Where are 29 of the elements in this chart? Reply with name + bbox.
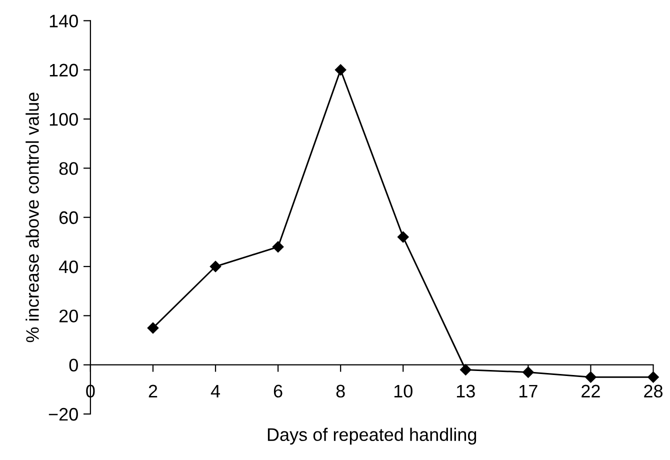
x-tick-label: 4 (210, 384, 220, 398)
x-tick-label: 2 (148, 384, 158, 398)
y-tick-label: 80 (59, 162, 78, 175)
x-tick-label: 10 (394, 384, 412, 398)
point (398, 231, 409, 243)
point (272, 241, 284, 252)
x-tick-label: 17 (520, 384, 538, 398)
point (585, 372, 596, 383)
x-axis-title: Days of repeated handling (268, 428, 476, 445)
point (522, 366, 534, 378)
y-tick-label: 120 (50, 64, 78, 77)
point (147, 322, 159, 334)
y-tick-label: 0 (69, 358, 78, 372)
point (334, 64, 346, 76)
x-tick-label: 28 (644, 384, 663, 398)
x-tick-label: 6 (274, 384, 282, 398)
y-tick-label: 20 (59, 310, 78, 322)
x-tick-label: 22 (582, 384, 600, 398)
y-tick-label: 40 (58, 260, 78, 274)
y-tick-label: 100 (50, 112, 78, 126)
point (460, 364, 472, 376)
point (648, 372, 659, 383)
y-tick-label: 60 (59, 211, 78, 224)
y-tick-label: 140 (50, 14, 78, 28)
point (210, 260, 222, 272)
x-tick-label: 13 (456, 384, 475, 398)
y-tick-label: −20 (48, 408, 78, 421)
x-tick-label: 8 (336, 384, 345, 398)
y-axis-title: % increase above control value (26, 92, 39, 342)
